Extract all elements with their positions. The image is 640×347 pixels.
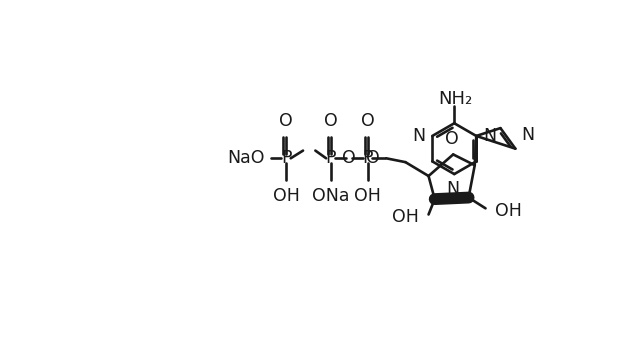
Text: N: N (483, 127, 497, 145)
Text: P: P (281, 149, 291, 167)
Text: N: N (522, 126, 534, 144)
Text: O: O (361, 112, 374, 130)
Text: OH: OH (392, 208, 419, 226)
Text: O: O (324, 112, 338, 130)
Text: OH: OH (495, 202, 522, 220)
Text: P: P (362, 149, 373, 167)
Text: NH₂: NH₂ (438, 90, 473, 108)
Text: O: O (342, 149, 356, 167)
Text: NaO: NaO (227, 149, 264, 167)
Text: N: N (446, 180, 460, 198)
Text: P: P (326, 149, 336, 167)
Text: N: N (412, 127, 426, 145)
Text: O: O (366, 149, 380, 167)
Text: O: O (279, 112, 293, 130)
Text: ONa: ONa (312, 187, 349, 205)
Text: OH: OH (273, 187, 300, 205)
Text: OH: OH (355, 187, 381, 205)
Text: O: O (445, 130, 458, 148)
